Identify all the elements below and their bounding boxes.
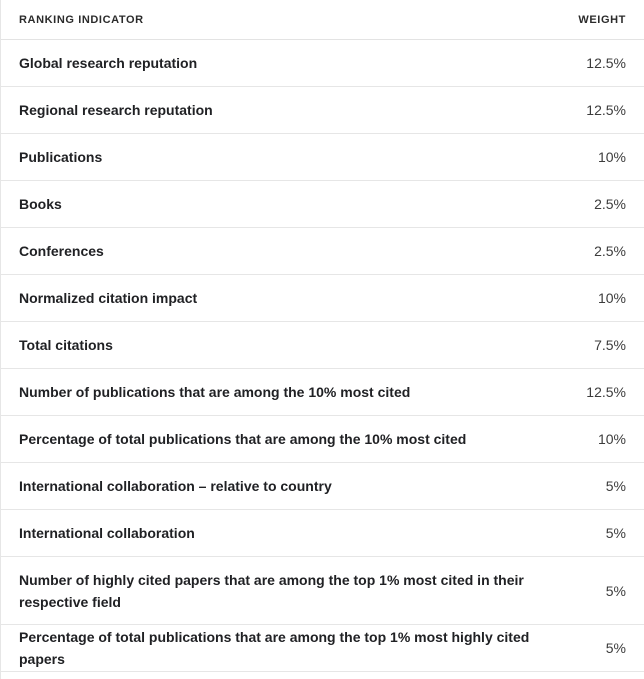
indicator-weight: 10% <box>597 431 626 447</box>
indicator-weight: 10% <box>597 290 626 306</box>
indicator-name: Normalized citation impact <box>19 290 198 306</box>
table-row: International collaboration 5% <box>1 510 644 557</box>
table-row: Number of publications that are among th… <box>1 369 644 416</box>
table-row: Regional research reputation 12.5% <box>1 87 644 134</box>
indicator-name: Number of highly cited papers that are a… <box>19 571 524 610</box>
table-row: Number of highly cited papers that are a… <box>1 557 644 625</box>
indicator-name: International collaboration <box>19 525 195 541</box>
indicator-name: Publications <box>19 149 103 165</box>
indicator-weight: 10% <box>597 149 626 165</box>
indicator-name: Conferences <box>19 243 104 259</box>
indicator-name: Global research reputation <box>19 55 198 71</box>
table-row: Conferences 2.5% <box>1 228 644 275</box>
table-row: Global research reputation 12.5% <box>1 40 644 87</box>
weight-column-header: WEIGHT <box>578 13 626 26</box>
indicator-name: Books <box>19 196 62 212</box>
indicator-weight: 5% <box>605 582 626 599</box>
indicator-name: International collaboration – relative t… <box>19 478 332 494</box>
indicator-weight: 12.5% <box>586 384 626 400</box>
table-row: Books 2.5% <box>1 181 644 228</box>
indicator-weight: 12.5% <box>586 102 626 118</box>
indicator-column-header: RANKING INDICATOR <box>19 13 144 26</box>
indicator-name: Regional research reputation <box>19 102 213 118</box>
indicator-name: Percentage of total publications that ar… <box>19 629 530 667</box>
indicator-weight: 5% <box>605 478 626 494</box>
indicator-weight: 12.5% <box>586 55 626 71</box>
indicator-weight: 5% <box>605 640 626 656</box>
indicator-weight: 7.5% <box>594 337 626 353</box>
indicator-weight: 2.5% <box>594 196 626 212</box>
table-row: Publications 10% <box>1 134 644 181</box>
indicator-name: Total citations <box>19 337 113 353</box>
table-row: Normalized citation impact 10% <box>1 275 644 322</box>
table-row: International collaboration – relative t… <box>1 463 644 510</box>
table-header: RANKING INDICATOR WEIGHT <box>1 0 644 40</box>
indicator-weight: 5% <box>605 525 626 541</box>
indicator-weight: 2.5% <box>594 243 626 259</box>
table-row: Percentage of total publications that ar… <box>1 625 644 672</box>
indicator-name: Percentage of total publications that ar… <box>19 431 467 447</box>
indicator-name: Number of publications that are among th… <box>19 384 411 400</box>
table-row: Percentage of total publications that ar… <box>1 416 644 463</box>
table-row: Total citations 7.5% <box>1 322 644 369</box>
